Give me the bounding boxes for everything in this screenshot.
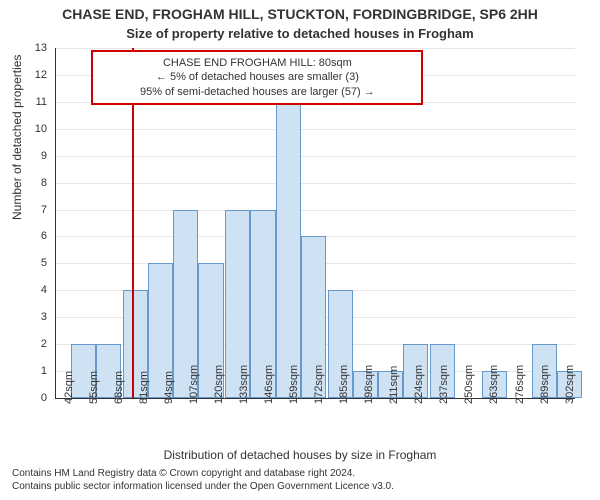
y-tick-label: 1 xyxy=(41,365,47,377)
annotation-line-1: CHASE END FROGHAM HILL: 80sqm xyxy=(101,56,413,70)
annotation-line-3: 95% of semi-detached houses are larger (… xyxy=(101,85,413,99)
y-axis-label: Number of detached properties xyxy=(10,55,24,220)
y-tick-label: 9 xyxy=(41,150,47,162)
x-tick-label: 42sqm xyxy=(63,371,75,404)
y-tick-label: 2 xyxy=(41,338,47,350)
y-tick-label: 8 xyxy=(41,177,47,189)
attribution-line-1: Contains HM Land Registry data © Crown c… xyxy=(12,468,588,479)
y-tick-label: 13 xyxy=(35,42,47,54)
y-tick-label: 7 xyxy=(41,204,47,216)
chart-subtitle: Size of property relative to detached ho… xyxy=(0,26,600,41)
x-axis-label: Distribution of detached houses by size … xyxy=(0,448,600,462)
y-tick-label: 6 xyxy=(41,230,47,242)
y-tick-label: 12 xyxy=(35,69,47,81)
y-tick-label: 11 xyxy=(36,96,47,108)
attribution-line-2: Contains public sector information licen… xyxy=(12,481,588,492)
annotation-line-2: ← 5% of detached houses are smaller (3) xyxy=(101,70,413,84)
x-axis xyxy=(55,398,575,399)
y-tick-label: 5 xyxy=(41,257,47,269)
y-tick-label: 0 xyxy=(41,392,47,404)
x-tick-label: 55sqm xyxy=(88,371,100,404)
x-tick-label: 94sqm xyxy=(163,371,175,404)
y-tick-label: 3 xyxy=(41,311,47,323)
x-tick-label: 68sqm xyxy=(113,371,125,404)
y-tick-label: 4 xyxy=(41,284,47,296)
plot-area: 01234567891011121342sqm55sqm68sqm81sqm94… xyxy=(55,48,575,398)
histogram-bar xyxy=(276,102,301,398)
y-axis xyxy=(55,48,56,398)
x-tick-label: 81sqm xyxy=(138,371,150,404)
y-tick-label: 10 xyxy=(35,123,47,135)
chart-title: CHASE END, FROGHAM HILL, STUCKTON, FORDI… xyxy=(0,6,600,22)
annotation-box: CHASE END FROGHAM HILL: 80sqm← 5% of det… xyxy=(91,50,423,105)
